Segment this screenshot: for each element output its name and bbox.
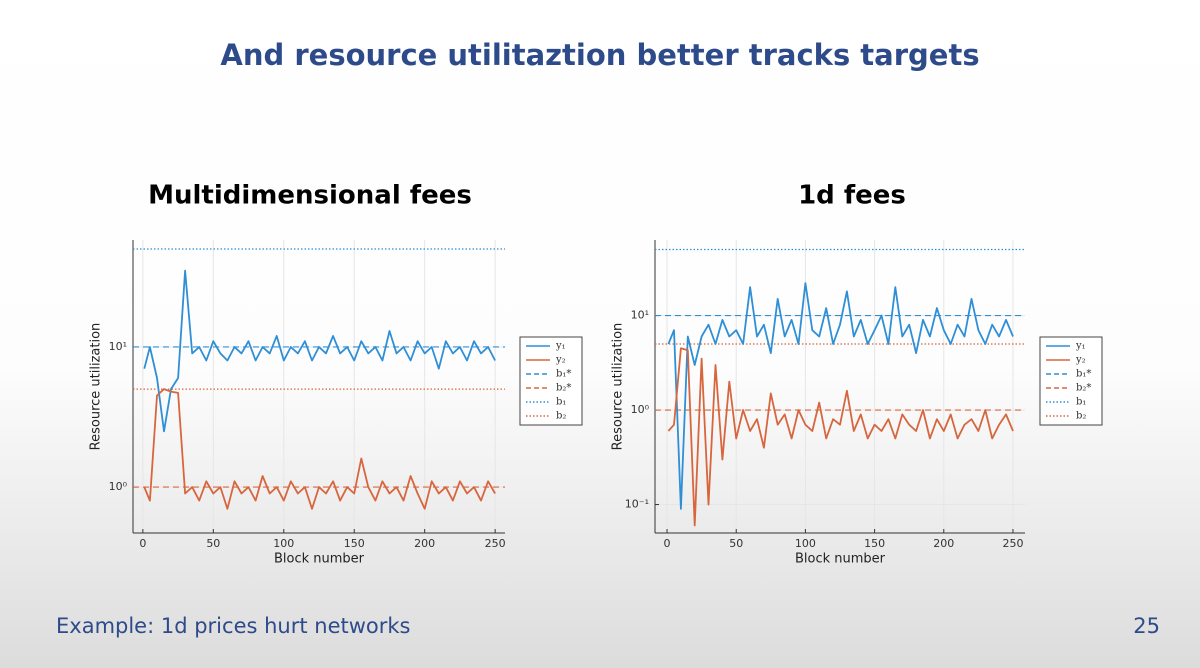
legend-label: b₁* xyxy=(556,369,571,380)
x-tick-label: 150 xyxy=(864,537,885,550)
legend-label: b₂* xyxy=(1076,383,1091,394)
legend-label: y₂ xyxy=(1075,355,1086,366)
legend-label: b₁ xyxy=(1076,397,1086,408)
y-axis-label: Resource utilization xyxy=(89,323,104,451)
legend-box xyxy=(519,336,583,426)
legend-label: b₁* xyxy=(1076,369,1091,380)
legend-label: y₂ xyxy=(555,355,566,366)
series-line xyxy=(143,388,496,510)
y-tick-label: 10¹ xyxy=(631,309,649,322)
legend-label: b₂ xyxy=(1076,411,1086,422)
x-tick-label: 200 xyxy=(933,537,954,550)
x-tick-label: 250 xyxy=(1002,537,1023,550)
page-number: 25 xyxy=(1133,614,1160,638)
y-tick-label: 10¹ xyxy=(109,340,127,353)
chart-title: Multidimensional fees xyxy=(148,181,472,211)
x-tick-label: 100 xyxy=(795,537,816,550)
x-tick-label: 100 xyxy=(273,537,294,550)
series-line xyxy=(143,269,496,433)
series-line xyxy=(667,347,1014,527)
y-tick-label: 10⁰ xyxy=(109,480,128,493)
legend-label: y₁ xyxy=(555,341,566,352)
x-tick-label: 0 xyxy=(664,537,671,550)
y-axis-label: Resource utilization xyxy=(611,323,626,451)
x-tick-label: 200 xyxy=(414,537,435,550)
x-tick-label: 150 xyxy=(344,537,365,550)
footer: Example: 1d prices hurt networks xyxy=(56,614,411,638)
y-tick-label: 10⁰ xyxy=(631,403,650,416)
legend-box xyxy=(1039,336,1103,426)
series-line xyxy=(667,282,1014,510)
legend-label: b₂ xyxy=(556,411,566,422)
x-axis-label: Block number xyxy=(274,552,365,567)
legend-label: b₂* xyxy=(556,383,571,394)
legend-label: y₁ xyxy=(1075,341,1086,352)
x-tick-label: 50 xyxy=(729,537,743,550)
x-tick-label: 250 xyxy=(485,537,506,550)
y-tick-label: 10⁻¹ xyxy=(625,498,649,511)
slide-title: And resource utilitaztion better tracks … xyxy=(220,38,979,72)
chart-title: 1d fees xyxy=(798,181,906,211)
x-axis-label: Block number xyxy=(795,552,886,567)
x-tick-label: 50 xyxy=(206,537,220,550)
x-tick-label: 0 xyxy=(139,537,146,550)
legend-label: b₁ xyxy=(556,397,566,408)
